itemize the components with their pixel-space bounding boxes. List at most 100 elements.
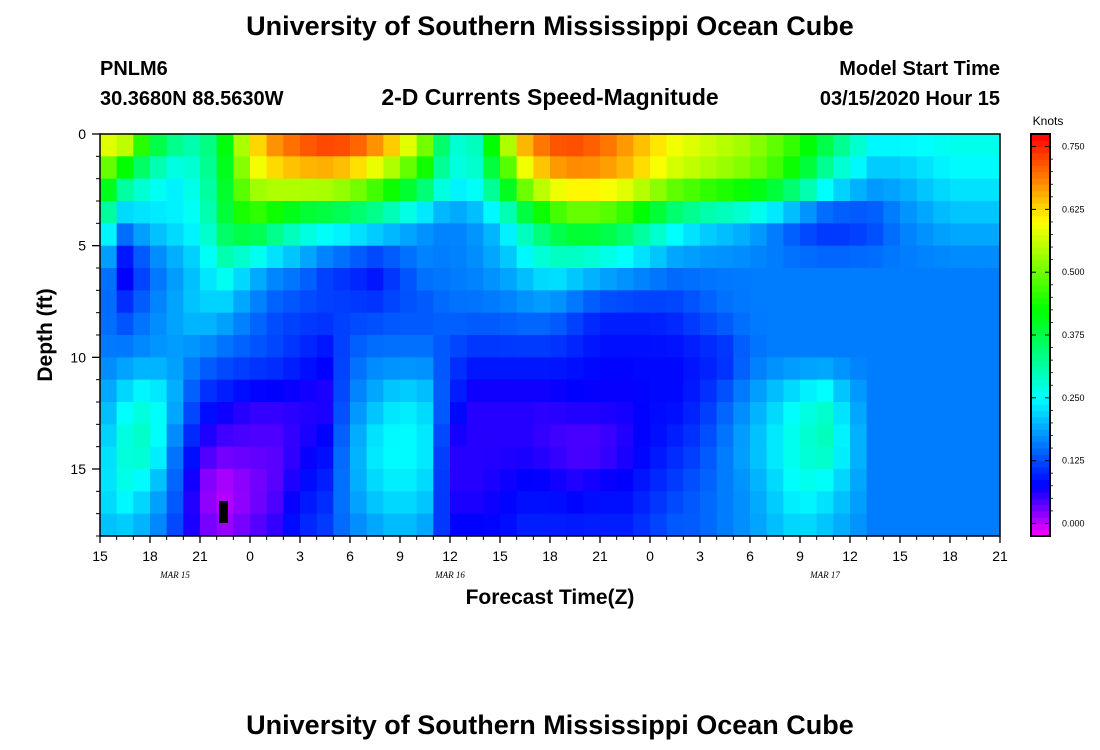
heatmap-cell — [600, 268, 618, 291]
heatmap-cell — [583, 290, 601, 314]
heatmap-cell — [716, 446, 734, 470]
heatmap-cell — [150, 491, 168, 515]
heatmap-cell — [183, 134, 201, 157]
colorbar-swatch — [1031, 479, 1050, 487]
heatmap-cell — [983, 491, 1000, 515]
heatmap-cell — [566, 424, 584, 448]
heatmap-cell — [633, 491, 651, 515]
heatmap-cell — [900, 134, 918, 157]
heatmap-cell — [883, 469, 901, 492]
heatmap-cell — [666, 268, 684, 291]
heatmap-cell — [783, 469, 801, 492]
heatmap-cell — [500, 290, 518, 314]
heatmap-cell — [733, 513, 751, 536]
heatmap-cell — [216, 379, 234, 403]
heatmap-cell — [950, 513, 968, 536]
heatmap-cell — [233, 469, 251, 492]
heatmap-cell — [600, 424, 618, 448]
heatmap-cell — [100, 201, 118, 224]
heatmap-cell — [483, 469, 501, 492]
heatmap-cell — [216, 268, 234, 291]
heatmap-cell — [866, 379, 884, 403]
heatmap-cell — [516, 223, 534, 247]
heatmap-cell — [150, 379, 168, 403]
heatmap-cell — [883, 379, 901, 403]
heatmap-cell — [416, 446, 434, 470]
heatmap-cell — [733, 335, 751, 358]
heatmap-cell — [700, 312, 718, 336]
heatmap-cell — [283, 469, 301, 492]
heatmap-cell — [100, 513, 118, 536]
colorbar-swatch — [1031, 284, 1050, 292]
heatmap-cell — [900, 424, 918, 448]
heatmap-cell — [900, 402, 918, 425]
colorbar-swatch — [1031, 353, 1050, 361]
heatmap-cell — [516, 335, 534, 358]
heatmap-cell — [983, 513, 1000, 536]
heatmap-cell — [800, 357, 818, 381]
heatmap-cell — [966, 201, 984, 224]
heatmap-cell — [716, 424, 734, 448]
heatmap-cell — [716, 335, 734, 358]
heatmap-cell — [633, 134, 651, 157]
heatmap-cell — [700, 379, 718, 403]
heatmap-cell — [116, 134, 134, 157]
colorbar-swatch — [1031, 272, 1050, 280]
heatmap-cell — [833, 223, 851, 247]
heatmap-cell — [566, 223, 584, 247]
heatmap-cell — [950, 424, 968, 448]
heatmap-cell — [400, 156, 418, 180]
colorbar-swatch — [1031, 309, 1050, 317]
heatmap-cell — [533, 268, 551, 291]
heatmap-cell — [483, 268, 501, 291]
heatmap-cell — [266, 290, 284, 314]
heatmap-cell — [200, 268, 218, 291]
heatmap-cell — [683, 469, 701, 492]
heatmap-cell — [533, 379, 551, 403]
heatmap-cell — [600, 513, 618, 536]
heatmap-cell — [533, 491, 551, 515]
heatmap-cell — [333, 491, 351, 515]
heatmap-cell — [316, 402, 334, 425]
x-tick-label: 3 — [696, 548, 704, 564]
heatmap-cell — [416, 156, 434, 180]
heatmap-cell — [200, 178, 218, 202]
heatmap-cell — [616, 178, 634, 202]
heatmap-cell — [750, 156, 768, 180]
heatmap-cell — [916, 223, 934, 247]
heatmap-cell — [566, 290, 584, 314]
heatmap-cell — [766, 402, 784, 425]
heatmap-cell — [300, 268, 318, 291]
heatmap-cell — [383, 223, 401, 247]
heatmap-cell — [116, 335, 134, 358]
heatmap-cell — [466, 424, 484, 448]
heatmap-cell — [566, 156, 584, 180]
heatmap-cell — [866, 335, 884, 358]
heatmap-cell — [683, 223, 701, 247]
heatmap-cell — [283, 491, 301, 515]
heatmap-cell — [300, 156, 318, 180]
heatmap-cell — [133, 245, 151, 269]
heatmap-cell — [300, 446, 318, 470]
heatmap-cell — [533, 245, 551, 269]
heatmap-cell — [916, 156, 934, 180]
heatmap-cell — [916, 201, 934, 224]
heatmap-cell — [800, 379, 818, 403]
heatmap-cell — [716, 312, 734, 336]
heatmap-cell — [166, 178, 184, 202]
heatmap-cell — [983, 223, 1000, 247]
colorbar-swatch — [1031, 177, 1050, 185]
heatmap-cell — [266, 491, 284, 515]
heatmap-cell — [916, 335, 934, 358]
heatmap-cell — [516, 491, 534, 515]
heatmap-cell — [400, 357, 418, 381]
x-tick-label: 15 — [492, 548, 508, 564]
heatmap-cell — [600, 335, 618, 358]
heatmap-cell — [766, 491, 784, 515]
heatmap-cell — [650, 446, 668, 470]
heatmap-cell — [300, 357, 318, 381]
heatmap-cell — [833, 290, 851, 314]
heatmap-cell — [616, 201, 634, 224]
heatmap-cell — [900, 491, 918, 515]
